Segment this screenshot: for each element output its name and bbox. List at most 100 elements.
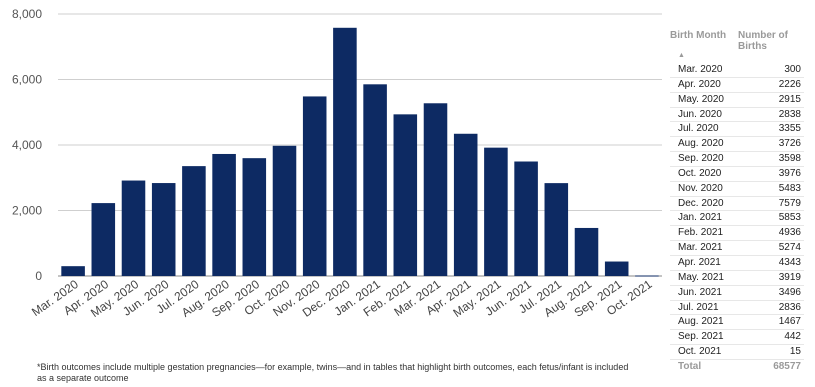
row-births: 5483 xyxy=(778,182,801,194)
bar[interactable] xyxy=(604,261,629,276)
row-month: Jul. 2020 xyxy=(678,123,719,135)
row-month: Oct. 2021 xyxy=(678,346,722,358)
table-row: Oct. 2021 15 xyxy=(670,345,804,360)
y-axis: 0 2,000 4,000 6,000 8,000 xyxy=(12,7,42,283)
bar[interactable] xyxy=(363,84,387,277)
bar[interactable] xyxy=(61,266,85,276)
table-row: Apr. 2020 2226 xyxy=(670,78,804,93)
row-births: 5853 xyxy=(778,212,801,224)
y-tick-label: 2,000 xyxy=(12,204,42,218)
row-month: May. 2021 xyxy=(678,271,724,283)
table-row: Oct. 2020 3976 xyxy=(670,167,804,182)
row-month: Oct. 2020 xyxy=(678,167,722,179)
row-births: 4343 xyxy=(778,256,801,268)
row-month: Mar. 2021 xyxy=(678,242,723,254)
row-births: 2838 xyxy=(778,108,801,120)
bar[interactable] xyxy=(242,158,267,276)
table-row: May. 2020 2915 xyxy=(670,93,804,108)
row-births: 1467 xyxy=(778,316,801,328)
bar[interactable] xyxy=(121,180,146,276)
bar[interactable] xyxy=(484,147,508,276)
bar[interactable] xyxy=(333,27,357,276)
table-row: Nov. 2020 5483 xyxy=(670,182,804,197)
table-row: Jul. 2021 2836 xyxy=(670,301,804,316)
table-row: Aug. 2020 3726 xyxy=(670,137,804,153)
table-row: May. 2021 3919 xyxy=(670,271,804,286)
footnote: *Birth outcomes include multiple gestati… xyxy=(37,362,629,383)
table-row: Feb. 2021 4936 xyxy=(670,226,804,242)
row-month: Dec. 2020 xyxy=(678,197,724,209)
row-month: Apr. 2021 xyxy=(678,256,721,268)
bar[interactable] xyxy=(423,103,448,277)
row-births: 2226 xyxy=(778,78,801,90)
gridlines xyxy=(58,13,662,277)
bars xyxy=(61,27,659,277)
bar[interactable] xyxy=(272,145,297,276)
header-number-of-births[interactable]: Number of Births xyxy=(738,30,788,52)
bar[interactable] xyxy=(574,227,599,276)
row-births: 300 xyxy=(784,64,801,75)
row-month: Nov. 2020 xyxy=(678,182,723,194)
y-tick-label: 6,000 xyxy=(12,73,42,87)
row-month: Mar. 2020 xyxy=(678,64,723,75)
row-births: 3976 xyxy=(778,167,801,179)
bar[interactable] xyxy=(182,166,206,276)
table-row: Jan. 2021 5853 xyxy=(670,211,804,227)
row-births: 442 xyxy=(784,331,801,343)
table-row: Jun. 2021 3496 xyxy=(670,286,804,301)
table-header: Birth Month Number of Births xyxy=(670,30,804,52)
row-month: Jan. 2021 xyxy=(678,212,722,224)
row-month: May. 2020 xyxy=(678,93,724,105)
table-row: Mar. 2020 300 xyxy=(670,63,804,78)
y-tick-label: 4,000 xyxy=(12,138,42,152)
bar[interactable] xyxy=(151,183,176,276)
row-births: 15 xyxy=(789,346,801,358)
table-row: Jun. 2020 2838 xyxy=(670,108,804,123)
row-births: 3598 xyxy=(778,153,801,165)
row-month: Sep. 2021 xyxy=(678,331,724,343)
table-row: Mar. 2021 5274 xyxy=(670,241,804,256)
table-row: Sep. 2020 3598 xyxy=(670,152,804,167)
births-table: Birth Month Number of Births ▲ Mar. 2020… xyxy=(670,30,804,375)
row-births: 3355 xyxy=(778,123,801,135)
row-month: Aug. 2021 xyxy=(678,316,724,328)
table-body: Mar. 2020 300 Apr. 2020 2226 May. 2020 2915 Ju… xyxy=(670,63,804,360)
total-value: 68577 xyxy=(773,360,801,372)
row-births: 7579 xyxy=(778,197,801,209)
table-row: Sep. 2021 442 xyxy=(670,330,804,346)
table-total-row: Total 68577 xyxy=(670,360,804,375)
row-births: 2915 xyxy=(778,93,801,105)
table-row: Aug. 2021 1467 xyxy=(670,315,804,331)
row-month: Jun. 2021 xyxy=(678,286,722,298)
row-month: Aug. 2020 xyxy=(678,138,724,150)
bar[interactable] xyxy=(635,275,659,277)
bar[interactable] xyxy=(544,183,569,276)
bar[interactable] xyxy=(453,133,478,276)
table-row: Apr. 2021 4343 xyxy=(670,256,804,271)
row-births: 3919 xyxy=(778,271,801,283)
header-birth-month[interactable]: Birth Month xyxy=(670,30,727,41)
bar[interactable] xyxy=(393,114,418,276)
row-births: 3496 xyxy=(778,286,801,298)
y-tick-label: 8,000 xyxy=(12,7,42,21)
bar[interactable] xyxy=(514,161,538,276)
row-month: Sep. 2020 xyxy=(678,153,724,165)
row-month: Jul. 2021 xyxy=(678,301,719,313)
row-month: Jun. 2020 xyxy=(678,108,722,120)
sort-ascending-icon[interactable]: ▲ xyxy=(678,52,685,59)
bar[interactable] xyxy=(212,153,236,276)
table-row: Jul. 2020 3355 xyxy=(670,122,804,138)
row-month: Feb. 2021 xyxy=(678,227,724,239)
row-births: 2836 xyxy=(778,301,801,313)
row-births: 5274 xyxy=(778,242,801,254)
bar[interactable] xyxy=(91,203,116,276)
row-births: 3726 xyxy=(778,138,801,150)
y-tick-label: 0 xyxy=(35,269,42,283)
total-label: Total xyxy=(678,360,702,372)
table-row: Dec. 2020 7579 xyxy=(670,197,804,212)
row-month: Apr. 2020 xyxy=(678,78,721,90)
row-births: 4936 xyxy=(778,227,801,239)
bar[interactable] xyxy=(302,96,327,276)
